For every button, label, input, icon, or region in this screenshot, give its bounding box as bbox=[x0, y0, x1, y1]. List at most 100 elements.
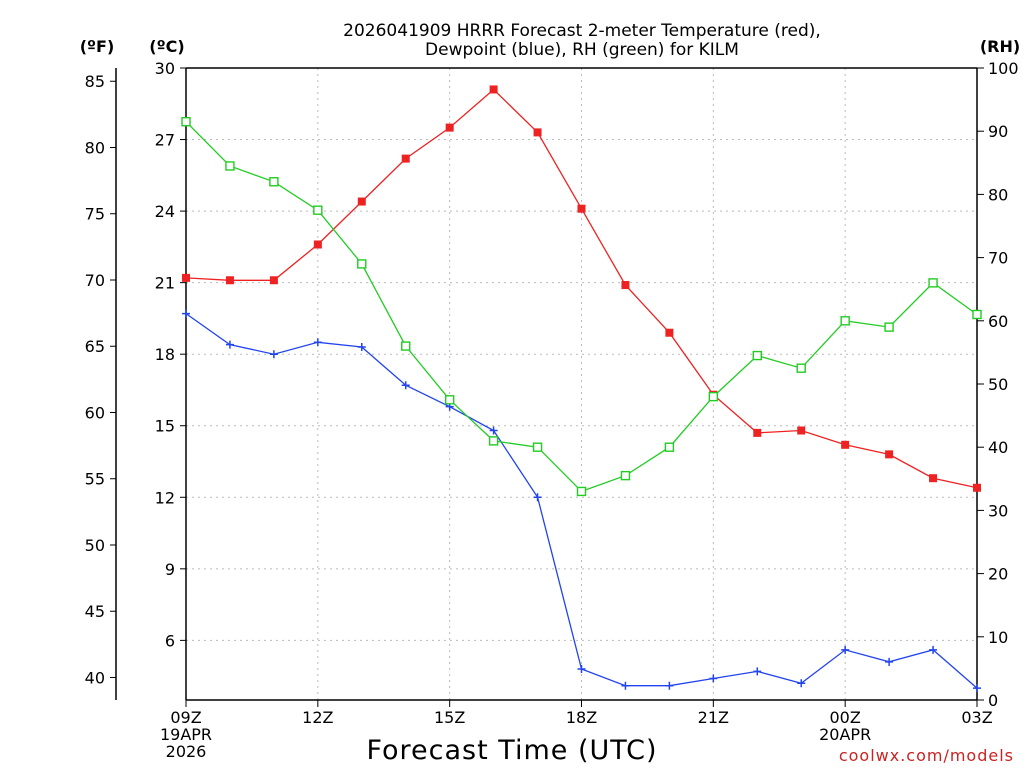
rh-point bbox=[576, 486, 587, 497]
x-tick-label: 09Z bbox=[170, 708, 201, 727]
celsius-tick-label: 6 bbox=[165, 631, 175, 650]
x-tick-label: 00Z bbox=[830, 708, 861, 727]
celsius-tick-label: 24 bbox=[155, 202, 175, 221]
dewpoint-point bbox=[225, 340, 234, 349]
temperature-point bbox=[577, 204, 586, 213]
rh-unit-label: (RH) bbox=[980, 37, 1020, 56]
fahrenheit-tick-label: 45 bbox=[85, 602, 105, 621]
rh-tick-label: 50 bbox=[988, 375, 1008, 394]
fahrenheit-tick-label: 65 bbox=[85, 337, 105, 356]
fahrenheit-tick-label: 70 bbox=[85, 271, 105, 290]
dewpoint-point bbox=[973, 684, 981, 693]
temperature-point bbox=[973, 483, 981, 492]
temperature-point bbox=[182, 273, 190, 282]
credit-text: coolwx.com/models bbox=[839, 746, 1014, 765]
rh-point bbox=[972, 309, 982, 320]
temperature-point bbox=[401, 154, 410, 163]
celsius-tick-label: 12 bbox=[155, 488, 175, 507]
temperature-series-line bbox=[185, 88, 978, 489]
rh-point bbox=[796, 363, 806, 373]
rh-point bbox=[928, 278, 938, 288]
celsius-tick-label: 15 bbox=[155, 417, 175, 436]
temperature-point bbox=[665, 328, 674, 337]
x-tick-label: 03Z bbox=[961, 708, 992, 727]
dewpoint-point bbox=[885, 657, 894, 666]
celsius-tick-label: 21 bbox=[155, 274, 175, 293]
dewpoint-point bbox=[269, 350, 278, 359]
temperature-point bbox=[533, 128, 542, 137]
dewpoint-point bbox=[577, 664, 586, 673]
fahrenheit-unit-label: (ºF) bbox=[80, 37, 115, 56]
dewpoint-point bbox=[182, 309, 190, 318]
temperature-point bbox=[357, 197, 366, 206]
rh-point bbox=[444, 395, 455, 405]
temperature-point bbox=[929, 474, 938, 483]
temperature-point bbox=[225, 276, 234, 285]
celsius-tick-label: 27 bbox=[155, 131, 175, 150]
celsius-unit-label: (ºC) bbox=[149, 37, 184, 56]
fahrenheit-tick-label: 40 bbox=[85, 668, 105, 687]
temperature-point bbox=[621, 281, 630, 290]
rh-point bbox=[664, 442, 675, 452]
rh-tick-label: 30 bbox=[988, 501, 1008, 520]
celsius-tick-label: 9 bbox=[165, 560, 175, 579]
rh-point bbox=[401, 341, 411, 351]
rh-tick-label: 60 bbox=[988, 312, 1008, 331]
rh-tick-label: 10 bbox=[988, 628, 1008, 647]
rh-tick-label: 0 bbox=[988, 691, 998, 710]
dewpoint-point bbox=[841, 645, 850, 654]
rh-tick-label: 70 bbox=[988, 249, 1008, 268]
celsius-tick-label: 30 bbox=[155, 59, 175, 78]
dewpoint-point bbox=[753, 667, 762, 676]
x-tick-label: 2026 bbox=[166, 742, 207, 761]
celsius-tick-label: 18 bbox=[155, 345, 175, 364]
temperature-point bbox=[885, 450, 894, 459]
dewpoint-point bbox=[357, 343, 366, 352]
temperature-point bbox=[445, 123, 454, 132]
fahrenheit-tick-label: 80 bbox=[85, 138, 105, 157]
dewpoint-point bbox=[313, 338, 322, 347]
rh-point bbox=[752, 350, 762, 361]
temperature-point bbox=[797, 426, 806, 435]
rh-point bbox=[488, 436, 499, 446]
rh-tick-label: 90 bbox=[988, 122, 1008, 141]
rh-point bbox=[884, 322, 894, 332]
rh-point bbox=[181, 117, 191, 127]
series-layer bbox=[181, 85, 982, 693]
x-tick-label: 18Z bbox=[566, 708, 597, 727]
rh-point bbox=[708, 391, 719, 402]
temperature-point bbox=[269, 276, 278, 285]
fahrenheit-tick-label: 50 bbox=[85, 536, 105, 555]
dewpoint-point bbox=[489, 426, 498, 435]
dewpoint-point bbox=[709, 674, 718, 683]
temperature-point bbox=[753, 428, 762, 437]
rh-point bbox=[357, 259, 367, 269]
temperature-point bbox=[313, 240, 322, 249]
x-tick-label: 20APR bbox=[819, 725, 871, 744]
rh-tick-label: 100 bbox=[988, 59, 1019, 78]
x-axis-label: Forecast Time (UTC) bbox=[366, 735, 657, 766]
fahrenheit-tick-label: 75 bbox=[85, 205, 105, 224]
fahrenheit-tick-label: 85 bbox=[85, 72, 105, 91]
rh-point bbox=[269, 177, 279, 187]
rh-point bbox=[620, 470, 631, 481]
x-tick-label: 15Z bbox=[434, 708, 465, 727]
rh-point bbox=[225, 161, 235, 171]
rh-tick-label: 40 bbox=[988, 438, 1008, 457]
dewpoint-point bbox=[401, 381, 410, 390]
rh-point bbox=[532, 442, 543, 452]
fahrenheit-tick-label: 55 bbox=[85, 470, 105, 489]
dewpoint-point bbox=[929, 645, 938, 654]
grid-layer bbox=[186, 68, 977, 700]
dewpoint-point bbox=[797, 679, 806, 688]
dewpoint-point bbox=[621, 681, 630, 690]
rh-point bbox=[313, 205, 323, 215]
fahrenheit-tick-label: 60 bbox=[85, 403, 105, 422]
chart-title-line-2: Dewpoint (blue), RH (green) for KILM bbox=[425, 40, 739, 60]
temperature-point bbox=[489, 85, 498, 94]
rh-tick-label: 20 bbox=[988, 565, 1008, 584]
x-tick-label: 19APR bbox=[160, 725, 212, 744]
